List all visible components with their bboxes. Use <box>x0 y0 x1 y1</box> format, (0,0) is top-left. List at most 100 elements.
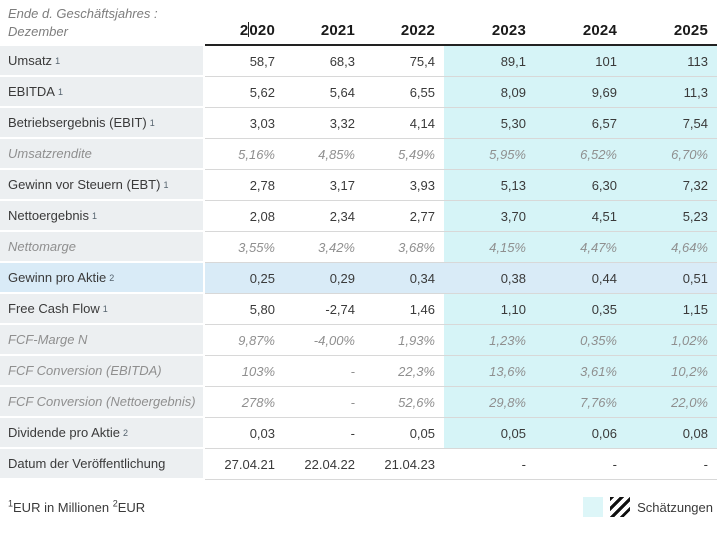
cell-value: 6,30 <box>535 170 626 201</box>
cell-value: 101 <box>535 46 626 77</box>
year-header-2022: 2022 <box>364 0 444 46</box>
table-row[interactable]: Gewinn vor Steuern (EBT) 1 2,78 3,17 3,93 5,1… <box>0 170 717 201</box>
table-row[interactable]: FCF-Marge N 9,87% -4,00% 1,93% 1,23% 0,35% 1,0… <box>0 325 717 356</box>
row-label: Datum der Veröffentlichung <box>0 449 205 480</box>
cell-value: 0,44 <box>535 263 626 294</box>
cell-value: 8,09 <box>444 77 535 108</box>
cell-value: 0,03 <box>205 418 284 449</box>
table-header-row: Ende d. Geschäftsjahres : Dezember 2020 2… <box>0 0 717 46</box>
cell-value: 9,87% <box>205 325 284 356</box>
cell-value: 5,80 <box>205 294 284 325</box>
estimate-color-swatch <box>583 497 604 517</box>
table-footer: 1EUR in Millionen 2EUR Schätzungen <box>0 480 717 517</box>
cell-value: 89,1 <box>444 46 535 77</box>
table-row[interactable]: Gewinn pro Aktie 2 0,25 0,29 0,34 0,38 0,44 0,5… <box>0 263 717 294</box>
cell-value: 0,51 <box>626 263 717 294</box>
cell-value: 0,29 <box>284 263 364 294</box>
cell-value: 1,46 <box>364 294 444 325</box>
cell-value: 113 <box>626 46 717 77</box>
table-row[interactable]: Nettoergebnis 1 2,08 2,34 2,77 3,70 4,51 5,23 <box>0 201 717 232</box>
cell-value: 52,6% <box>364 387 444 418</box>
cell-value: 3,32 <box>284 108 364 139</box>
row-label: Gewinn vor Steuern (EBT) 1 <box>0 170 205 201</box>
table-row[interactable]: Free Cash Flow 1 5,80 -2,74 1,46 1,10 0,35 1,15 <box>0 294 717 325</box>
cell-value: 29,8% <box>444 387 535 418</box>
cell-value: 3,68% <box>364 232 444 263</box>
cell-value: 5,30 <box>444 108 535 139</box>
cell-value: 22,3% <box>364 356 444 387</box>
footnotes: 1EUR in Millionen 2EUR <box>8 498 146 515</box>
cell-value: 11,3 <box>626 77 717 108</box>
row-label: Nettoergebnis 1 <box>0 201 205 232</box>
cell-value: 3,55% <box>205 232 284 263</box>
year-header-2025: 2025 <box>626 0 717 46</box>
row-label: Dividende pro Aktie 2 <box>0 418 205 449</box>
table-row[interactable]: Dividende pro Aktie 2 0,03-0,05 0,05 0,06 0,0… <box>0 418 717 449</box>
table-row[interactable]: Nettomarge 3,55% 3,42% 3,68% 4,15% 4,47% 4,64% <box>0 232 717 263</box>
footnote-1-text: EUR in Millionen <box>13 499 110 515</box>
cell-value: 2,78 <box>205 170 284 201</box>
cell-value: 3,93 <box>364 170 444 201</box>
cell-value: - <box>284 418 364 449</box>
row-label: Nettomarge <box>0 232 205 263</box>
cell-value: 0,35% <box>535 325 626 356</box>
cell-value: 0,08 <box>626 418 717 449</box>
estimates-legend: Schätzungen <box>583 497 713 517</box>
cell-value: 9,69 <box>535 77 626 108</box>
table-row[interactable]: FCF Conversion (Nettoergebnis) 278% -52,6%… <box>0 387 717 418</box>
cell-value: 2,08 <box>205 201 284 232</box>
footnote-2-marker: 2 <box>112 498 118 509</box>
hatch-pattern-icon <box>610 497 631 517</box>
cell-value: 103% <box>205 356 284 387</box>
row-label: FCF-Marge N <box>0 325 205 356</box>
cell-value: 4,14 <box>364 108 444 139</box>
cell-value: 0,06 <box>535 418 626 449</box>
cell-value: 3,42% <box>284 232 364 263</box>
cell-value: 21.04.23 <box>364 449 444 480</box>
cell-value: 0,25 <box>205 263 284 294</box>
cell-value: 0,35 <box>535 294 626 325</box>
row-label: Gewinn pro Aktie 2 <box>0 263 205 294</box>
cell-value: 4,47% <box>535 232 626 263</box>
cell-value: 3,17 <box>284 170 364 201</box>
table-body: Umsatz 1 58,7 68,3 75,4 89,1 101 113 EBITDA 1 5,62… <box>0 46 717 480</box>
cell-value: - <box>284 356 364 387</box>
cell-value: 1,15 <box>626 294 717 325</box>
cell-value: - <box>626 449 717 480</box>
cell-value: 5,64 <box>284 77 364 108</box>
footnote-2-text: EUR <box>117 499 146 515</box>
row-label: Umsatzrendite <box>0 139 205 170</box>
cell-value: 5,49% <box>364 139 444 170</box>
cell-value: 1,93% <box>364 325 444 356</box>
cell-value: - <box>284 387 364 418</box>
table-row[interactable]: Betriebsergebnis (EBIT) 1 3,03 3,32 4,14 5,30… <box>0 108 717 139</box>
cell-value: -2,74 <box>284 294 364 325</box>
cell-value: 1,02% <box>626 325 717 356</box>
table-row[interactable]: Umsatz 1 58,7 68,3 75,4 89,1 101 113 <box>0 46 717 77</box>
cell-value: 1,23% <box>444 325 535 356</box>
cell-value: -4,00% <box>284 325 364 356</box>
cell-value: 0,34 <box>364 263 444 294</box>
cell-value: 5,23 <box>626 201 717 232</box>
cell-value: 278% <box>205 387 284 418</box>
cell-value: 0,38 <box>444 263 535 294</box>
cell-value: 0,05 <box>444 418 535 449</box>
cell-value: - <box>444 449 535 480</box>
row-label: FCF Conversion (Nettoergebnis) <box>0 387 205 418</box>
table-row[interactable]: Umsatzrendite 5,16% 4,85% 5,49% 5,95% 6,52% 6,… <box>0 139 717 170</box>
cell-value: 4,51 <box>535 201 626 232</box>
cell-value: 6,52% <box>535 139 626 170</box>
cell-value: 4,64% <box>626 232 717 263</box>
cell-value: 75,4 <box>364 46 444 77</box>
cell-value: 7,32 <box>626 170 717 201</box>
table-row[interactable]: FCF Conversion (EBITDA) 103% -22,3% 13,6% 3,… <box>0 356 717 387</box>
year-header-2020: 2020 <box>205 0 284 46</box>
cell-value: 3,61% <box>535 356 626 387</box>
table-row[interactable]: EBITDA 1 5,62 5,64 6,55 8,09 9,69 11,3 <box>0 77 717 108</box>
cell-value: 5,95% <box>444 139 535 170</box>
financials-table: Ende d. Geschäftsjahres : Dezember 2020 2… <box>0 0 717 480</box>
cell-value: 58,7 <box>205 46 284 77</box>
legend-label: Schätzungen <box>637 499 713 515</box>
text-cursor <box>248 22 250 37</box>
table-row[interactable]: Datum der Veröffentlichung 27.04.21 22.04.… <box>0 449 717 480</box>
